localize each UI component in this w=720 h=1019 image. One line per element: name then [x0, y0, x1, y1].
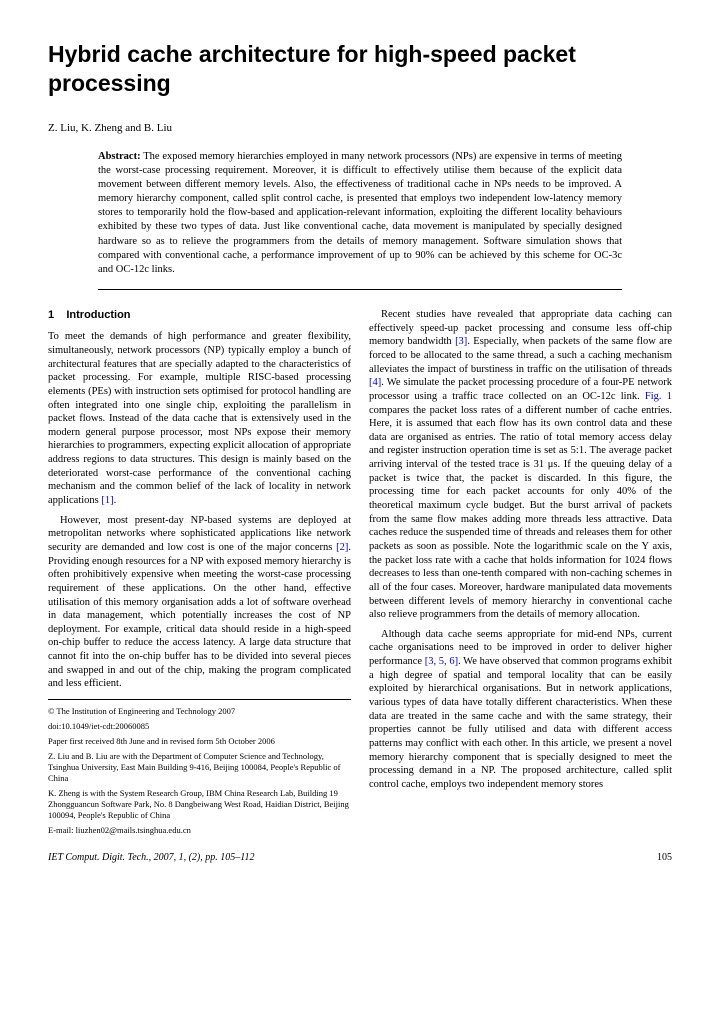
citation-link[interactable]: [2] — [336, 542, 348, 553]
citation-link[interactable]: [3] — [455, 336, 467, 347]
received-line: Paper first received 8th June and in rev… — [48, 736, 351, 747]
paper-title: Hybrid cache architecture for high-speed… — [48, 40, 672, 98]
body-columns: 1 Introduction To meet the demands of hi… — [48, 308, 672, 836]
page-footer: IET Comput. Digit. Tech., 2007, 1, (2), … — [48, 852, 672, 863]
footnote-block: © The Institution of Engineering and Tec… — [48, 699, 351, 836]
page-number: 105 — [657, 852, 672, 863]
affiliation-1: Z. Liu and B. Liu are with the Departmen… — [48, 751, 351, 784]
figure-link[interactable]: Fig. 1 — [645, 391, 672, 402]
paper-page: Hybrid cache architecture for high-speed… — [0, 0, 720, 893]
section-title: Introduction — [66, 309, 130, 321]
copyright-line: © The Institution of Engineering and Tec… — [48, 706, 351, 717]
paragraph-2: However, most present-day NP-based syste… — [48, 514, 351, 691]
affiliation-2: K. Zheng is with the System Research Gro… — [48, 788, 351, 821]
abstract-divider — [98, 289, 622, 290]
journal-citation: IET Comput. Digit. Tech., 2007, 1, (2), … — [48, 852, 254, 863]
abstract-block: Abstract: The exposed memory hierarchies… — [98, 150, 622, 278]
citation-link[interactable]: [3, 5, 6] — [425, 656, 458, 667]
email-line: E-mail: liuzhen02@mails.tsinghua.edu.cn — [48, 825, 351, 836]
abstract-text: The exposed memory hierarchies employed … — [98, 151, 622, 275]
citation-link[interactable]: [1] — [101, 495, 113, 506]
paragraph-3: Recent studies have revealed that approp… — [369, 308, 672, 622]
section-heading: 1 Introduction — [48, 308, 351, 322]
paragraph-4: Although data cache seems appropriate fo… — [369, 628, 672, 792]
authors-line: Z. Liu, K. Zheng and B. Liu — [48, 122, 672, 134]
section-number: 1 — [48, 309, 54, 321]
citation-link[interactable]: [4] — [369, 377, 381, 388]
footnote-divider — [48, 699, 351, 700]
abstract-label: Abstract: — [98, 151, 141, 162]
doi-line: doi:10.1049/iet-cdt:20060085 — [48, 721, 351, 732]
paragraph-1: To meet the demands of high performance … — [48, 330, 351, 507]
